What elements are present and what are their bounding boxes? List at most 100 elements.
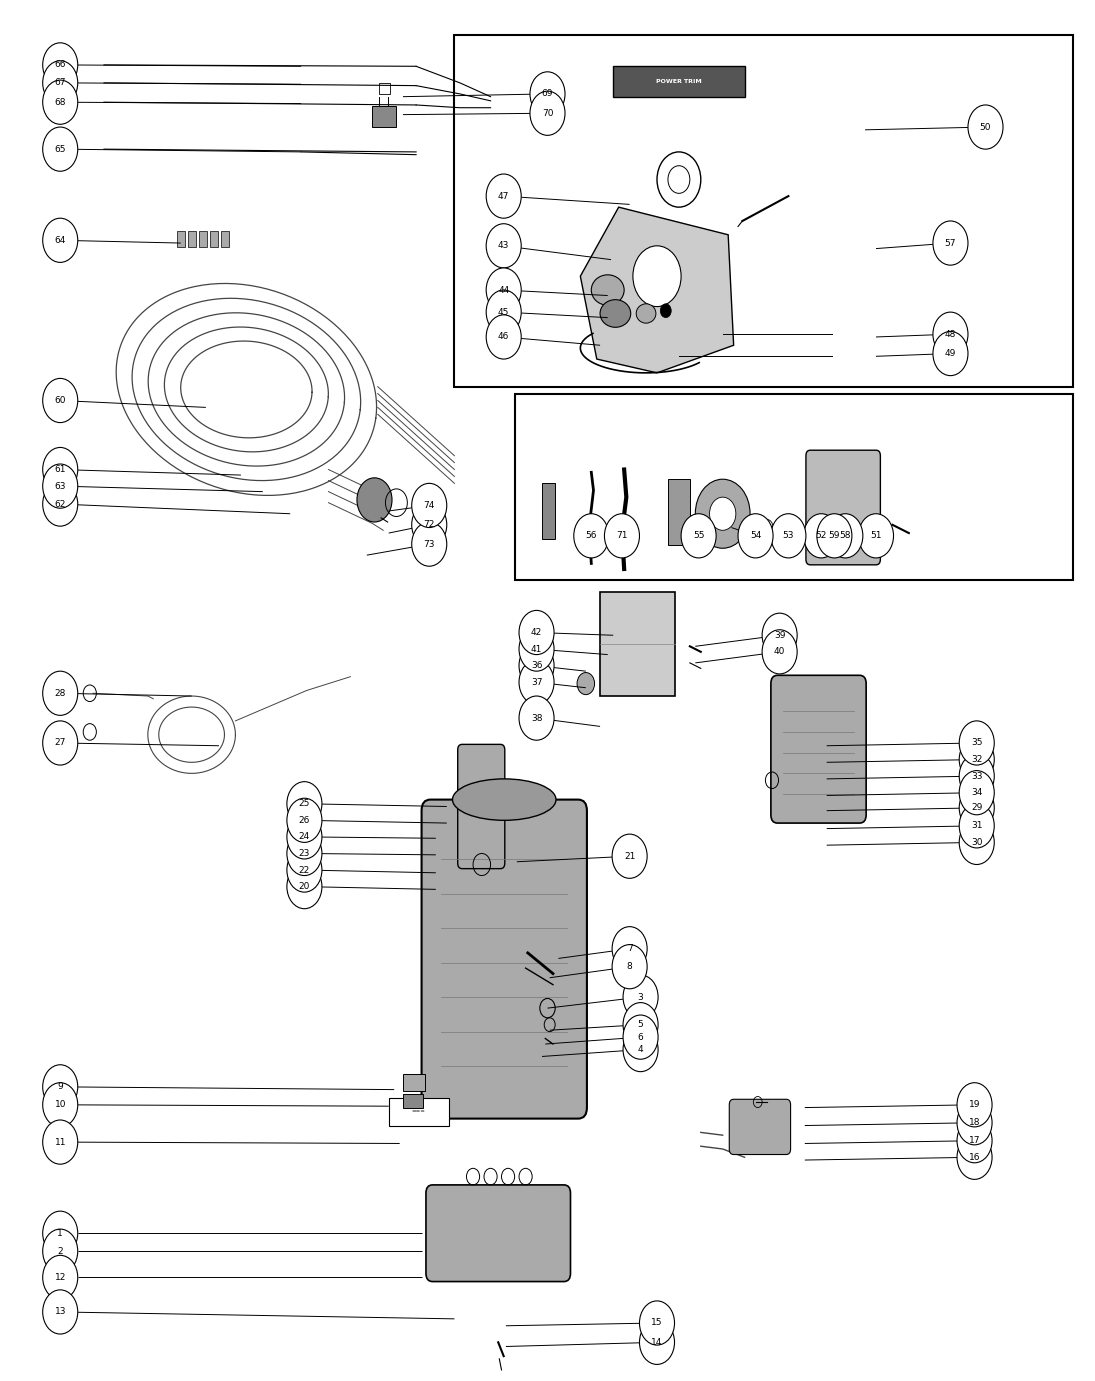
Circle shape	[43, 1229, 78, 1273]
Bar	[613, 66, 745, 97]
Text: 21: 21	[624, 852, 635, 860]
Text: 3: 3	[637, 993, 644, 1001]
Text: 73: 73	[424, 540, 435, 548]
Circle shape	[957, 1135, 992, 1179]
Text: 65: 65	[55, 145, 66, 153]
Text: 49: 49	[945, 349, 956, 358]
Ellipse shape	[636, 304, 656, 323]
Circle shape	[530, 91, 565, 135]
Text: 58: 58	[840, 532, 851, 540]
Circle shape	[43, 1211, 78, 1255]
Circle shape	[762, 613, 797, 657]
Text: 64: 64	[55, 236, 66, 244]
Text: 13: 13	[55, 1308, 66, 1316]
Circle shape	[287, 782, 322, 826]
Circle shape	[612, 834, 647, 878]
Bar	[177, 231, 185, 247]
Text: 70: 70	[542, 109, 553, 117]
Circle shape	[858, 514, 894, 558]
Circle shape	[43, 1290, 78, 1334]
Ellipse shape	[452, 779, 556, 820]
Circle shape	[486, 224, 521, 268]
Text: 14: 14	[652, 1338, 662, 1346]
Text: 40: 40	[774, 648, 785, 656]
Text: 57: 57	[945, 239, 956, 247]
Text: 60: 60	[55, 396, 66, 405]
Text: 26: 26	[299, 816, 310, 824]
Circle shape	[933, 331, 968, 376]
Circle shape	[287, 865, 322, 909]
Text: 41: 41	[531, 645, 542, 653]
Circle shape	[623, 1003, 658, 1047]
Text: 34: 34	[971, 789, 982, 797]
Circle shape	[43, 447, 78, 492]
Circle shape	[43, 378, 78, 423]
FancyBboxPatch shape	[729, 1099, 791, 1155]
Circle shape	[530, 72, 565, 116]
Circle shape	[639, 1301, 675, 1345]
Text: 12: 12	[55, 1273, 66, 1282]
Circle shape	[287, 815, 322, 859]
FancyBboxPatch shape	[426, 1185, 570, 1282]
Text: 23: 23	[299, 849, 310, 858]
FancyBboxPatch shape	[771, 675, 866, 823]
Text: 36: 36	[531, 661, 542, 670]
Text: 74: 74	[424, 501, 435, 510]
Bar	[372, 106, 396, 127]
Circle shape	[412, 522, 447, 566]
Circle shape	[486, 268, 521, 312]
Text: 33: 33	[971, 772, 982, 780]
FancyBboxPatch shape	[806, 450, 880, 565]
Bar	[515, 394, 1073, 580]
Circle shape	[43, 80, 78, 124]
Text: 62: 62	[55, 500, 66, 508]
Text: 39: 39	[774, 631, 785, 639]
Text: 68: 68	[55, 98, 66, 106]
Circle shape	[959, 804, 994, 848]
Text: 19: 19	[969, 1101, 980, 1109]
Circle shape	[633, 246, 681, 307]
Bar	[188, 231, 196, 247]
Circle shape	[287, 831, 322, 876]
Text: 22: 22	[299, 866, 310, 874]
Text: 54: 54	[750, 532, 761, 540]
FancyBboxPatch shape	[422, 800, 587, 1119]
Bar	[668, 479, 690, 545]
Text: 69: 69	[542, 90, 553, 98]
Text: 6: 6	[637, 1033, 644, 1041]
Circle shape	[43, 61, 78, 105]
Text: 47: 47	[498, 192, 509, 200]
Circle shape	[957, 1083, 992, 1127]
Text: 56: 56	[586, 532, 597, 540]
Text: 27: 27	[55, 739, 66, 747]
Circle shape	[959, 754, 994, 798]
Circle shape	[959, 771, 994, 815]
FancyBboxPatch shape	[458, 744, 505, 869]
Circle shape	[486, 315, 521, 359]
Text: 35: 35	[971, 739, 982, 747]
Text: 72: 72	[424, 521, 435, 529]
Bar	[600, 592, 675, 696]
Text: 67: 67	[55, 79, 66, 87]
Circle shape	[828, 514, 863, 558]
Text: 20: 20	[299, 882, 310, 891]
Circle shape	[519, 627, 554, 671]
Circle shape	[43, 721, 78, 765]
Text: 44: 44	[498, 286, 509, 294]
Circle shape	[660, 304, 671, 318]
Circle shape	[287, 798, 322, 842]
Text: 42: 42	[531, 628, 542, 637]
Circle shape	[43, 482, 78, 526]
Text: 5: 5	[637, 1021, 644, 1029]
Text: 7: 7	[626, 945, 633, 953]
Text: 66: 66	[55, 61, 66, 69]
Text: 17: 17	[969, 1137, 980, 1145]
Text: 48: 48	[945, 330, 956, 338]
Text: 18: 18	[969, 1119, 980, 1127]
Text: 63: 63	[55, 482, 66, 490]
Circle shape	[519, 610, 554, 655]
Circle shape	[43, 464, 78, 508]
Text: 45: 45	[498, 308, 509, 316]
Circle shape	[959, 820, 994, 865]
Circle shape	[710, 497, 736, 530]
